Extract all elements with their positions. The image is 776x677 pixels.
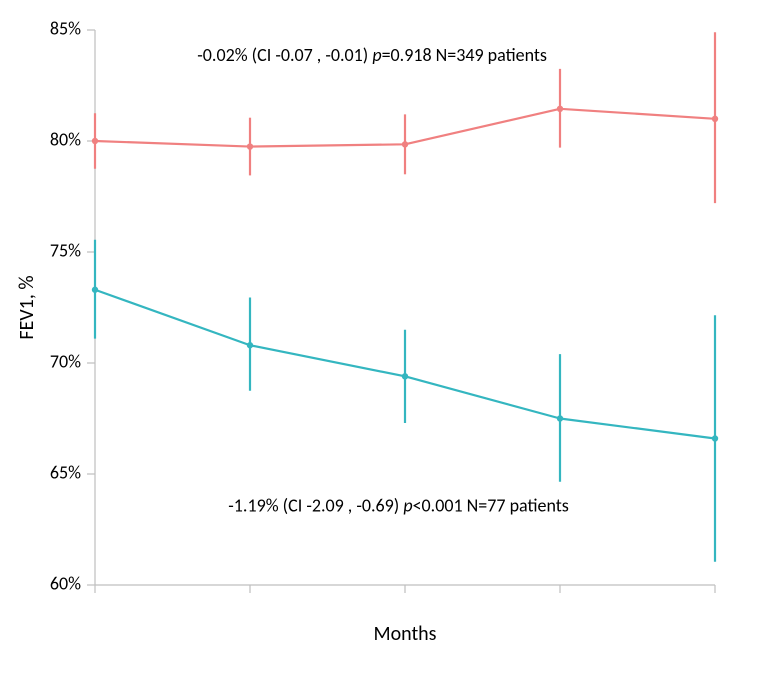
y-tick-label: 85%: [50, 17, 81, 39]
marker: [247, 143, 253, 149]
marker: [557, 106, 563, 112]
annotation-lower: -1.19% (CI -2.09 , -0.69) p<0.001 N=77 p…: [228, 495, 569, 517]
chart-bg: [0, 0, 776, 677]
marker: [712, 116, 718, 122]
y-tick-label: 80%: [50, 128, 81, 150]
x-axis-label: Months: [374, 622, 437, 646]
marker: [402, 373, 408, 379]
chart-container: 60% 65% 70% 75% 80% 85% FEV1, % Months -0.02% (C…: [0, 0, 776, 677]
y-tick-label: 60%: [50, 572, 81, 594]
fev1-chart: 60% 65% 70% 75% 80% 85% FEV1, % Months -0.02% (C…: [0, 0, 776, 677]
marker: [557, 415, 563, 421]
marker: [712, 435, 718, 441]
marker: [402, 141, 408, 147]
marker: [92, 138, 98, 144]
y-axis-label: FEV1, %: [15, 275, 39, 339]
marker: [247, 342, 253, 348]
y-tick-label: 75%: [50, 239, 81, 261]
annotation-upper: -0.02% (CI -0.07 , -0.01) p=0.918 N=349 …: [197, 44, 547, 66]
marker: [92, 287, 98, 293]
y-tick-label: 65%: [50, 461, 81, 483]
y-tick-label: 70%: [50, 350, 81, 372]
